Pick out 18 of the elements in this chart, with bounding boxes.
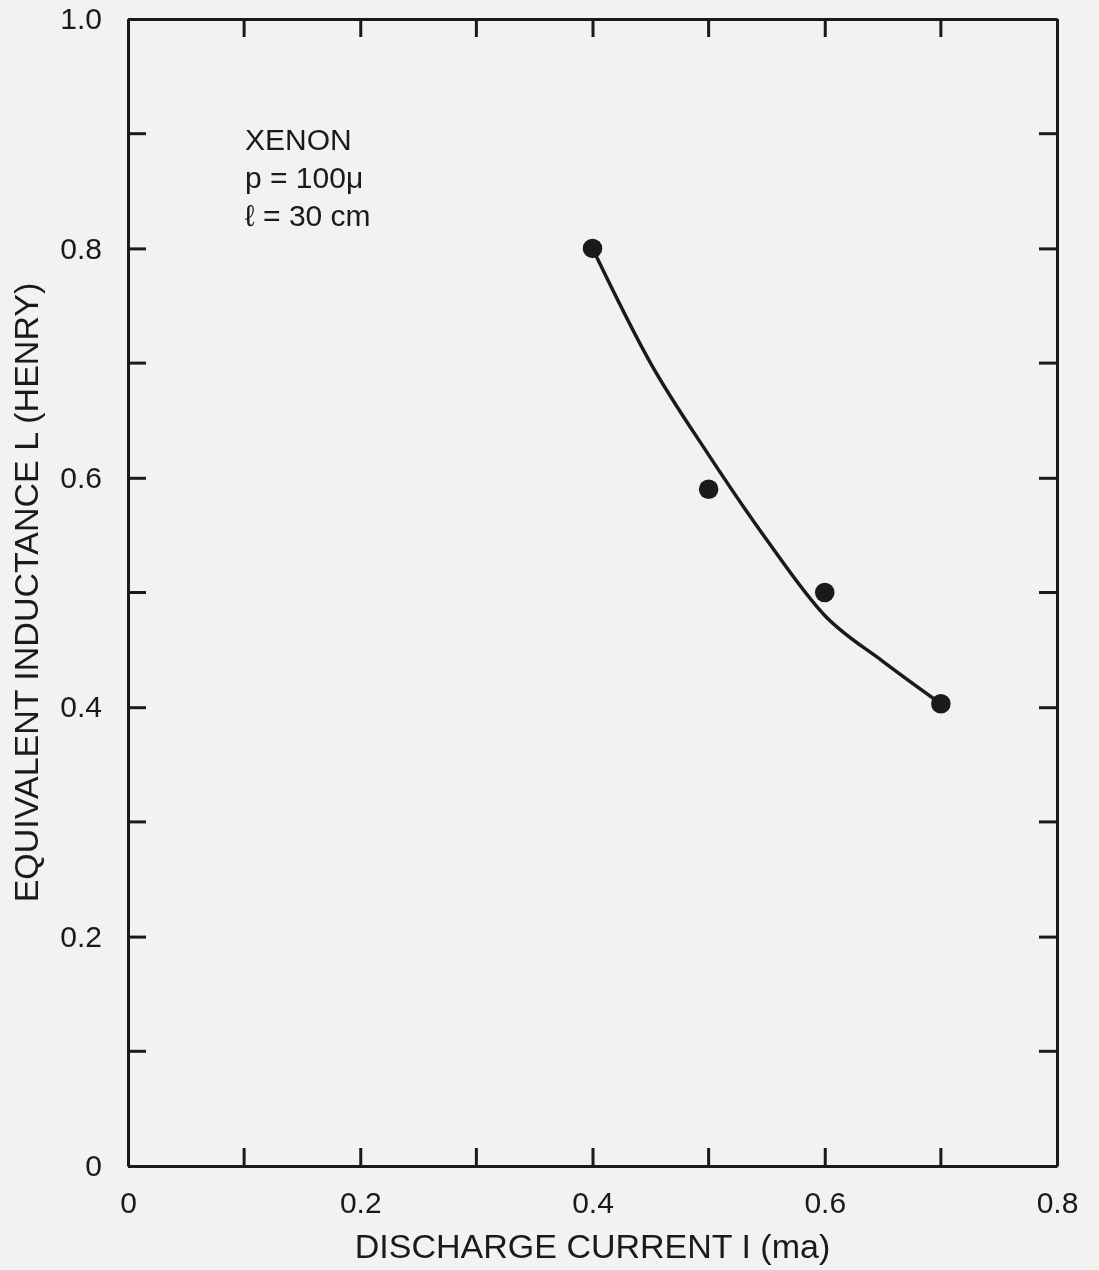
annotation: ℓ = 30 cm <box>245 199 371 232</box>
annotation: XENON <box>245 123 352 156</box>
y-tick-label: 0.8 <box>60 231 102 265</box>
y-tick-label: 1.0 <box>60 2 102 36</box>
x-tick-label: 0.8 <box>1036 1186 1079 1220</box>
x-axis-title: DISCHARGE CURRENT I (ma) <box>354 1227 831 1265</box>
x-tick-label: 0 <box>120 1186 137 1220</box>
point <box>814 582 835 603</box>
y-tick-label: 0.6 <box>60 460 102 494</box>
x-tick-label: 0.6 <box>804 1186 847 1220</box>
x-tick-label: 0.2 <box>339 1186 382 1220</box>
y-tick-label: 0.2 <box>60 919 102 953</box>
y-tick-label: 0 <box>85 1149 102 1183</box>
point <box>698 479 719 500</box>
y-axis-title: EQUIVALENT INDUCTANCE L (HENRY) <box>7 282 45 903</box>
y-tick-label: 0.4 <box>60 690 102 724</box>
annotation: p = 100μ <box>245 161 364 194</box>
x-tick-label: 0.4 <box>572 1186 614 1220</box>
